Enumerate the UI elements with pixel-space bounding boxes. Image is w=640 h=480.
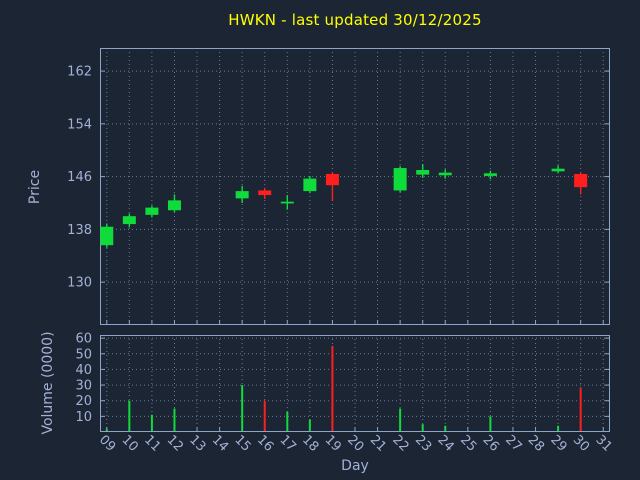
candle-body	[280, 201, 294, 204]
day-tick-label: 19	[322, 432, 344, 454]
day-tick-label: 23	[412, 432, 434, 454]
volume-bar	[173, 408, 176, 431]
candle-body	[574, 173, 588, 188]
volume-bar	[331, 345, 334, 431]
candle-body	[100, 226, 114, 246]
candle-body	[483, 173, 497, 176]
volume-tick-label: 10	[75, 410, 92, 425]
volume-bar	[241, 385, 244, 431]
day-tick-label: 13	[186, 432, 208, 454]
volume-bar	[105, 428, 108, 431]
day-tick-label: 21	[367, 432, 389, 454]
volume-tick-label: 60	[75, 332, 92, 347]
day-tick-label: 25	[457, 432, 479, 454]
day-tick-label: 29	[547, 432, 569, 454]
day-tick-label: 31	[592, 432, 614, 454]
volume-bar	[579, 388, 582, 431]
candle-body	[167, 200, 181, 211]
day-tick-label: 26	[480, 432, 502, 454]
day-tick-label: 24	[434, 432, 456, 454]
day-tick-label: 10	[119, 432, 141, 454]
candle-body	[145, 207, 159, 215]
candle-body	[325, 173, 339, 186]
day-tick-label: 12	[164, 432, 186, 454]
day-tick-label: 11	[141, 432, 163, 454]
candle-body	[235, 191, 249, 199]
volume-bar	[308, 419, 311, 431]
price-tick-label: 146	[67, 170, 92, 185]
day-tick-label: 16	[254, 432, 276, 454]
volume-bar	[421, 424, 424, 431]
day-tick-label: 30	[570, 432, 592, 454]
candle-body	[303, 178, 317, 192]
day-tick-label: 18	[299, 432, 321, 454]
volume-tick-label: 50	[75, 347, 92, 362]
volume-bar	[444, 425, 447, 431]
candle-body	[551, 168, 565, 172]
candle-body	[122, 216, 136, 225]
volume-bar	[286, 411, 289, 431]
volume-bar	[399, 408, 402, 431]
candle-body	[416, 170, 430, 175]
day-tick-label: 20	[344, 432, 366, 454]
price-tick-label: 130	[67, 276, 92, 291]
volume-tick-label: 20	[75, 394, 92, 409]
tick-marks	[100, 70, 610, 432]
candle-body	[393, 168, 407, 191]
price-tick-label: 138	[67, 223, 92, 238]
candlestick-series	[100, 164, 588, 248]
volume-bar	[263, 400, 266, 431]
grid-lines	[100, 48, 610, 432]
day-tick-label: 09	[96, 432, 118, 454]
day-axis-label: Day	[341, 458, 369, 474]
volume-tick-label: 40	[75, 363, 92, 378]
candle-body	[258, 190, 272, 196]
chart-title: HWKN - last updated 30/12/2025	[228, 11, 482, 29]
volume-bar	[557, 425, 560, 431]
candle-body	[438, 172, 452, 176]
price-tick-label: 154	[67, 117, 92, 132]
volume-bar	[489, 416, 492, 431]
price-tick-label: 162	[67, 65, 92, 80]
day-tick-label: 28	[525, 432, 547, 454]
volume-series	[105, 345, 582, 431]
day-tick-label: 17	[277, 432, 299, 454]
day-tick-label: 22	[389, 432, 411, 454]
volume-bar	[150, 414, 153, 431]
day-tick-label: 27	[502, 432, 524, 454]
day-tick-label: 15	[231, 432, 253, 454]
volume-tick-label: 30	[75, 379, 92, 394]
volume-bar	[128, 400, 131, 431]
day-tick-label: 14	[209, 432, 231, 454]
